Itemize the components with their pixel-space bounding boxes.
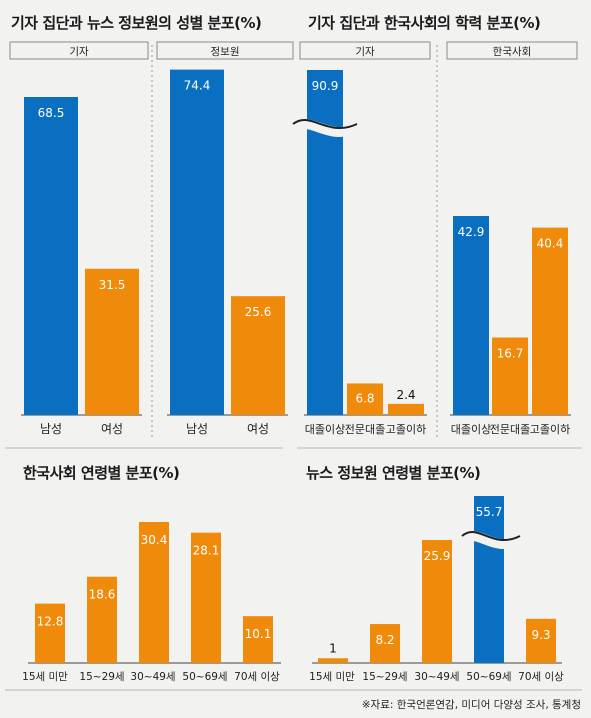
category-label: 대졸이상	[451, 423, 491, 436]
bar	[532, 227, 568, 415]
bar	[526, 618, 556, 663]
axis-break-line	[292, 118, 358, 130]
category-label: 30~49세	[130, 671, 175, 683]
bar-value-label: 68.5	[38, 106, 65, 120]
bar	[231, 296, 285, 415]
panel-label-box	[299, 41, 431, 60]
category-label: 고졸이하	[530, 422, 570, 436]
chart-title-education: 기자 집단과 한국사회의 학력 분포(%)	[308, 14, 541, 32]
bar-value-label: 9.3	[531, 628, 550, 642]
bar-value-label: 25.6	[245, 305, 272, 319]
bar	[492, 337, 528, 415]
source-note: ※자료: 한국언론연감, 미디어 다양성 조사, 통계청	[361, 699, 581, 711]
bar	[243, 616, 273, 663]
category-label: 남성	[40, 422, 62, 436]
axis-break-mark	[289, 118, 360, 138]
category-label: 남성	[186, 422, 208, 436]
bar	[85, 268, 139, 415]
category-label: 전문대졸	[345, 423, 385, 436]
panel-label: 정보원	[211, 46, 240, 58]
panel-label-box	[156, 41, 294, 60]
bar	[347, 383, 383, 415]
category-label: 30~49세	[414, 671, 459, 683]
bar-value-label: 74.4	[184, 79, 211, 93]
bar-value-label: 12.8	[37, 615, 64, 629]
axis-break-mark	[458, 530, 523, 550]
chart-title-age-korea: 한국사회 연령별 분포(%)	[23, 464, 180, 482]
bar-value-label: 18.6	[89, 588, 116, 602]
bar	[318, 658, 348, 663]
category-label: 여성	[101, 422, 123, 436]
bar	[139, 522, 169, 663]
bar-value-label: 30.4	[141, 533, 168, 547]
category-label: 전문대졸	[490, 423, 530, 436]
bar	[370, 624, 400, 663]
bar	[24, 97, 78, 415]
bar-value-label: 10.1	[245, 627, 272, 641]
axis-break-line	[461, 530, 521, 542]
chart-title-age-news: 뉴스 정보원 연령별 분포(%)	[306, 464, 481, 482]
bar-value-label: 25.9	[424, 549, 451, 563]
bar-value-label: 2.4	[396, 388, 415, 402]
category-label: 대졸이상	[305, 423, 345, 436]
bar-value-label: 1	[329, 641, 337, 655]
panel-label-box	[446, 41, 578, 60]
category-label: 고졸이하	[386, 422, 426, 436]
bar	[422, 540, 452, 663]
bar	[474, 496, 504, 663]
bar	[35, 603, 65, 663]
bar	[388, 403, 424, 415]
bar	[170, 69, 224, 415]
bar-value-label: 40.4	[537, 237, 564, 251]
category-label: 15세 미만	[309, 671, 355, 683]
category-label: 50~69세	[182, 671, 227, 683]
category-label: 15세 미만	[22, 671, 68, 683]
bar-value-label: 6.8	[355, 391, 374, 405]
panel-label: 기자	[355, 46, 375, 58]
bar-value-label: 28.1	[193, 544, 220, 558]
category-label: 15~29세	[362, 671, 407, 683]
bar-value-label: 8.2	[375, 633, 394, 647]
panel-label: 기자	[69, 46, 89, 58]
bar-value-label: 16.7	[497, 347, 524, 361]
bar-value-label: 55.7	[476, 505, 503, 519]
chart-title-gender: 기자 집단과 뉴스 정보원의 성별 분포(%)	[11, 14, 262, 32]
bar	[191, 532, 221, 663]
bar-value-label: 42.9	[458, 225, 485, 239]
category-label: 15~29세	[79, 671, 124, 683]
category-label: 여성	[247, 422, 269, 436]
panel-label-box	[9, 41, 149, 60]
bar-value-label: 90.9	[312, 79, 339, 93]
category-label: 70세 이상	[234, 671, 280, 683]
bar	[453, 216, 489, 415]
category-label: 50~69세	[466, 671, 511, 683]
bar	[87, 576, 117, 663]
category-label: 70세 이상	[518, 671, 564, 683]
panel-label: 한국사회	[493, 46, 532, 58]
bar-value-label: 31.5	[99, 278, 126, 292]
